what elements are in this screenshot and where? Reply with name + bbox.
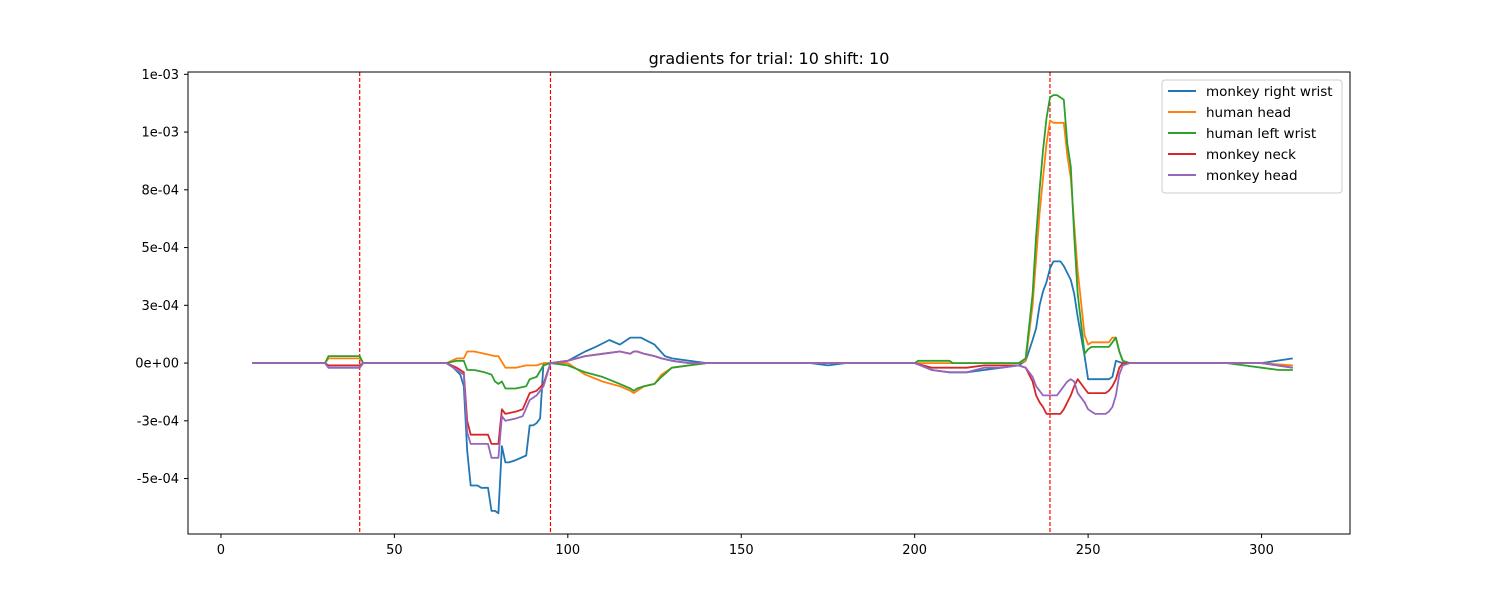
x-tick-label: 100 — [555, 543, 580, 558]
y-tick-label: 1e-03 — [141, 126, 179, 141]
y-tick-label: 8e-04 — [141, 183, 179, 198]
y-tick-label: 1e-03 — [141, 68, 179, 83]
x-tick-label: 250 — [1076, 543, 1101, 558]
legend-label: monkey neck — [1206, 147, 1296, 163]
y-tick-label: -5e-04 — [137, 472, 179, 487]
x-tick-label: 50 — [386, 543, 403, 558]
series-line-2 — [252, 94, 1293, 392]
y-tick-label: 5e-04 — [141, 241, 179, 256]
chart-title: gradients for trial: 10 shift: 10 — [649, 49, 890, 68]
x-tick-label: 0 — [217, 543, 225, 558]
legend-label: human left wrist — [1206, 126, 1316, 142]
x-tick-label: 300 — [1249, 543, 1274, 558]
legend-label: human head — [1206, 105, 1291, 121]
legend-label: monkey head — [1206, 168, 1298, 184]
x-tick-label: 200 — [902, 543, 927, 558]
series-line-0 — [252, 260, 1293, 515]
x-axis: 0 50 100 150 200 250 300 — [217, 534, 1274, 558]
y-axis: -5e-04 -3e-04 0e+00 3e-04 5e-04 8e-04 1e-03 1e-… — [135, 68, 188, 487]
legend-label: monkey right wrist — [1206, 84, 1333, 100]
legend-box — [1161, 79, 1343, 194]
series-line-4 — [252, 350, 1293, 459]
legend: monkey right wrist human head human left w… — [1161, 79, 1343, 194]
axes-frame — [187, 71, 1351, 535]
x-tick-label: 150 — [729, 543, 754, 558]
reference-lines — [359, 72, 1051, 534]
y-tick-label: 3e-04 — [141, 299, 179, 314]
series-lines — [252, 94, 1293, 515]
plot-area — [187, 71, 1351, 535]
y-tick-label: -3e-04 — [137, 414, 179, 429]
y-tick-label: 0e+00 — [135, 357, 179, 372]
